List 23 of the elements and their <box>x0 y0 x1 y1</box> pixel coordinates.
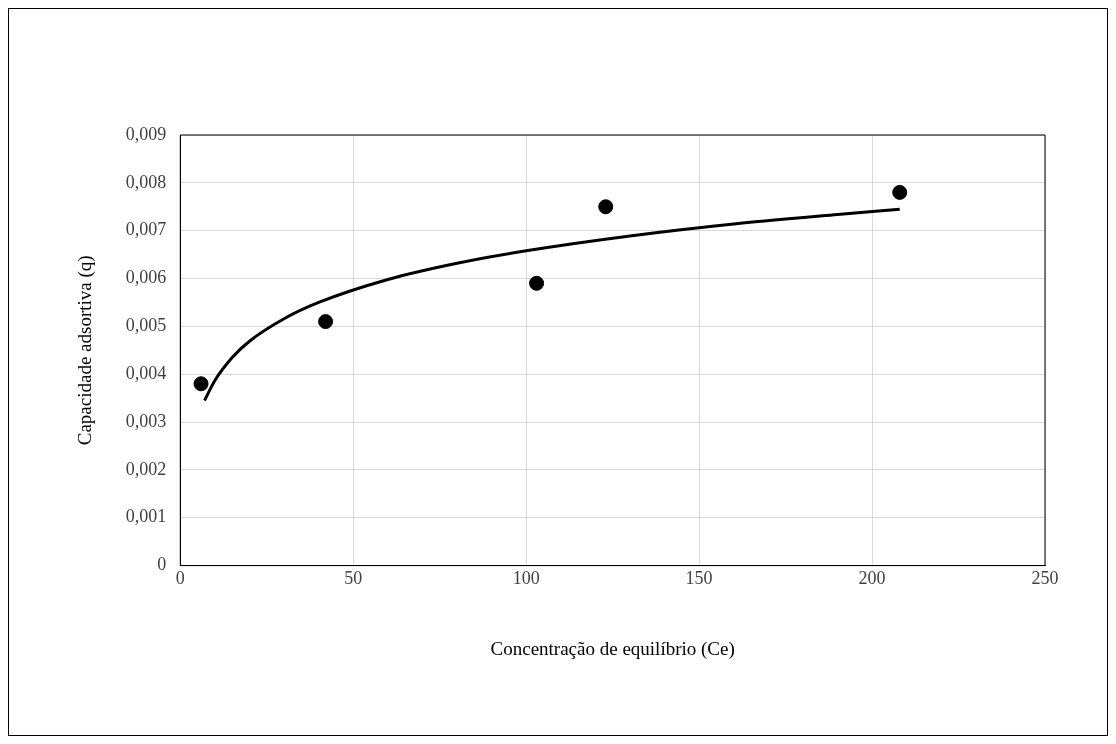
x-tick-label: 200 <box>858 568 886 589</box>
y-tick-label: 0,003 <box>125 410 167 431</box>
x-tick-label: 250 <box>1031 568 1059 589</box>
y-tick-label: 0,002 <box>125 458 167 479</box>
y-tick-label: 0,001 <box>125 506 167 527</box>
y-tick-label: 0,006 <box>125 267 167 288</box>
point <box>892 184 908 200</box>
y-tick-label: 0,008 <box>125 171 167 192</box>
y-tick-label: 0,005 <box>125 315 167 336</box>
y-axis-title: Capacidade adsortiva (q) <box>74 255 97 446</box>
x-tick-label: 50 <box>344 568 363 589</box>
x-axis-title: Concentração de equilíbrio (Ce) <box>490 637 735 660</box>
point <box>598 199 614 215</box>
y-tick-label: 0,004 <box>125 362 167 383</box>
x-tick-label: 0 <box>175 568 185 589</box>
x-tick-label: 100 <box>512 568 540 589</box>
point <box>529 275 545 291</box>
point <box>193 376 209 392</box>
y-tick-label: 0,009 <box>125 123 167 144</box>
point <box>318 314 334 330</box>
y-tick-label: 0,007 <box>125 219 167 240</box>
x-tick-label: 150 <box>685 568 713 589</box>
y-tick-label: 0 <box>157 554 167 575</box>
